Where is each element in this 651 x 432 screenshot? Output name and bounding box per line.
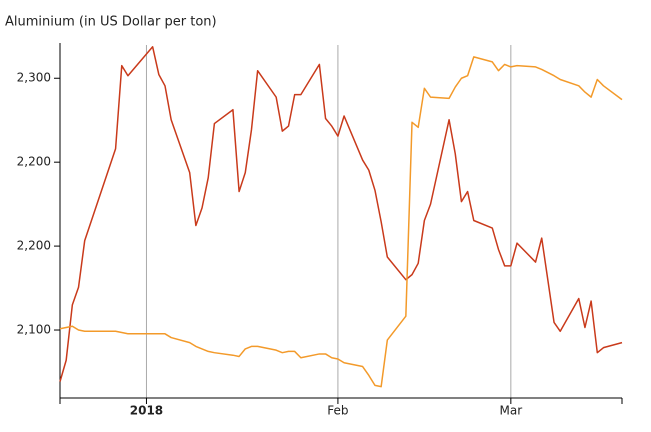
- chart-title: Aluminium (in US Dollar per ton): [5, 15, 217, 30]
- line-series: [59, 56, 623, 388]
- x-tick-label: 2018: [130, 404, 163, 418]
- x-tick-label: Feb: [327, 404, 348, 418]
- y-tick-label: 2,200: [17, 239, 51, 253]
- y-tick-label: 2,200: [17, 155, 51, 169]
- y-tick-label: 2,300: [17, 71, 51, 85]
- x-tick-label: Mar: [500, 404, 523, 418]
- y-tick-label: 2,100: [17, 323, 51, 337]
- line-series: [59, 46, 623, 382]
